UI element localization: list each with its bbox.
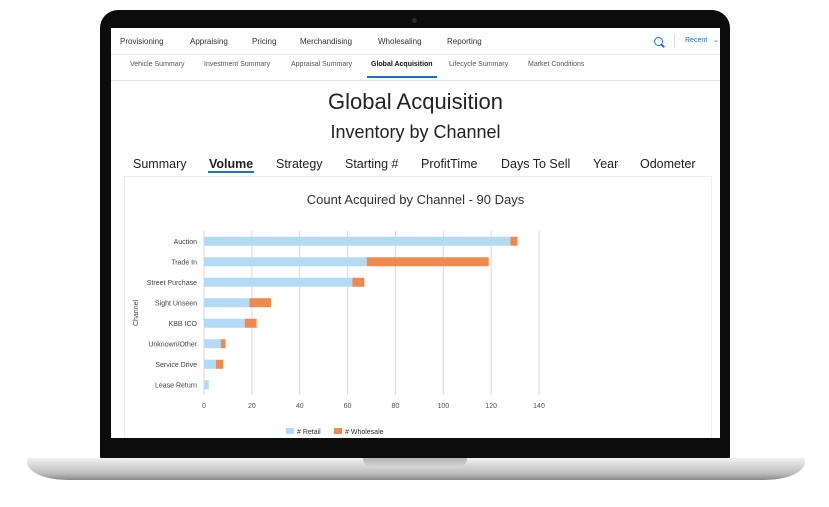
retail-bar (204, 339, 221, 349)
nav-divider (674, 34, 675, 48)
category-label: Unknown/Other (148, 341, 197, 348)
nav-appraising[interactable]: Appraising (190, 37, 228, 46)
category-label: Auction (174, 239, 197, 246)
x-tick-label: 60 (344, 403, 352, 410)
legend-label: # Retail (297, 429, 321, 436)
retail-bar (204, 359, 216, 369)
wholesale-bar (510, 236, 518, 246)
tab-profittime[interactable]: ProfitTime (421, 157, 478, 171)
tab-strategy[interactable]: Strategy (276, 157, 323, 171)
retail-bar (204, 318, 245, 328)
laptop-base (27, 458, 805, 480)
top-nav: Provisioning Appraising Pricing Merchand… (111, 28, 720, 55)
wholesale-bar (352, 277, 365, 287)
laptop-notch (363, 458, 467, 468)
tab-days-to-sell[interactable]: Days To Sell (501, 157, 571, 171)
page-title: Global Acquisition (328, 89, 503, 114)
category-label: Lease Return (155, 382, 197, 389)
category-label: Trade In (171, 259, 197, 266)
x-tick-label: 120 (485, 403, 497, 410)
retail-bar (204, 298, 250, 308)
tab-starting[interactable]: Starting # (345, 157, 399, 171)
sub-nav: Vehicle Summary Investment Summary Appra… (111, 54, 720, 81)
recent-dropdown[interactable]: Recent (685, 37, 708, 44)
x-tick-label: 140 (533, 403, 545, 410)
legend-label: # Wholesale (345, 429, 384, 436)
x-tick-label: 80 (392, 403, 400, 410)
subnav-market-conditions[interactable]: Market Conditions (528, 61, 585, 68)
chevron-down-icon[interactable]: ⌄ (713, 37, 719, 44)
category-label: Street Purchase (147, 280, 197, 287)
camera (412, 18, 417, 23)
chart-title: Count Acquired by Channel - 90 Days (306, 192, 525, 207)
retail-bar (204, 277, 353, 287)
subnav-vehicle-summary[interactable]: Vehicle Summary (130, 61, 185, 68)
wholesale-bar (249, 298, 271, 308)
subnav-lifecycle-summary[interactable]: Lifecycle Summary (449, 61, 509, 68)
x-tick-label: 40 (296, 403, 304, 410)
retail-bar (204, 257, 367, 267)
nav-merchandising[interactable]: Merchandising (300, 37, 353, 46)
search-icon[interactable] (654, 37, 663, 46)
wholesale-bar (244, 318, 257, 328)
page-subtitle: Inventory by Channel (330, 122, 501, 142)
wholesale-bar (366, 257, 489, 267)
chart-panel (124, 176, 712, 438)
x-tick-label: 0 (202, 403, 206, 410)
retail-bar (204, 380, 209, 390)
subnav-appraisal-summary[interactable]: Appraisal Summary (291, 61, 353, 68)
category-label: Service Drive (155, 362, 197, 369)
nav-provisioning[interactable]: Provisioning (120, 37, 164, 46)
tab-summary[interactable]: Summary (133, 157, 187, 171)
wholesale-bar (215, 359, 224, 369)
x-tick-label: 100 (437, 403, 449, 410)
wholesale-bar (220, 339, 226, 349)
legend-swatch (286, 428, 294, 434)
nav-wholesaling[interactable]: Wholesaling (378, 37, 422, 46)
subnav-global-acquisition[interactable]: Global Acquisition (371, 61, 433, 68)
category-label: Sight Unseen (155, 300, 197, 307)
tab-year[interactable]: Year (593, 157, 619, 171)
app-screen: Provisioning Appraising Pricing Merchand… (111, 28, 720, 438)
bar-chart: 0 20 40 60 80 100 120 140 Channel Auction Trade In… (133, 231, 545, 436)
tab-volume[interactable]: Volume (209, 157, 254, 171)
legend-swatch (334, 428, 342, 434)
category-label: KBB ICO (169, 321, 198, 328)
tab-active-underline (208, 171, 254, 173)
tab-odometer[interactable]: Odometer (640, 157, 696, 171)
subnav-investment-summary[interactable]: Investment Summary (204, 61, 271, 68)
nav-reporting[interactable]: Reporting (447, 37, 482, 46)
retail-bar (204, 236, 511, 246)
y-axis-label: Channel (133, 300, 140, 327)
x-tick-label: 20 (248, 403, 256, 410)
nav-pricing[interactable]: Pricing (252, 37, 277, 46)
subnav-active-underline (367, 76, 437, 78)
